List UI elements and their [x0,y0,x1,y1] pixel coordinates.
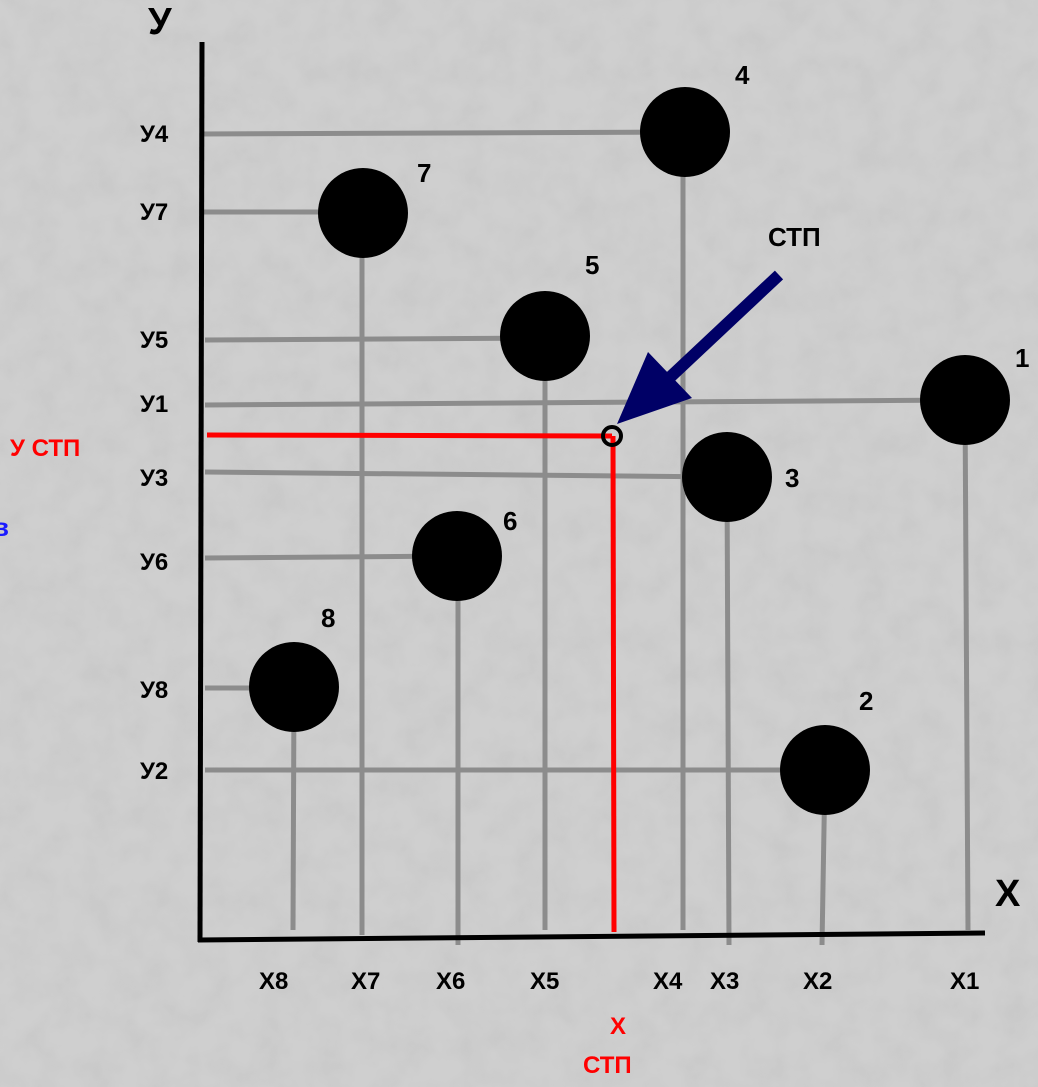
center-vertical-line [610,435,617,933]
projection-line-3-horizontal [204,469,728,480]
center-point [601,425,623,447]
point-number-8: 8 [321,603,335,633]
y-tick-2: У2 [140,758,168,785]
y-tick-5: У5 [140,327,168,354]
point-4 [640,87,730,177]
point-number-labels: 1 2 3 4 5 6 7 8 [321,60,1029,716]
y-tick-1: У1 [140,391,168,418]
point-number-6: 6 [503,506,517,536]
point-number-2: 2 [859,686,873,716]
center-arrow [617,270,784,424]
point-5 [500,291,590,381]
edge-text-fragment: в [0,512,9,542]
center-x-label-line2: СТП [583,1052,632,1079]
projection-line-5-horizontal [204,335,546,343]
point-number-1: 1 [1015,343,1029,373]
y-tick-6: У6 [140,549,168,576]
x-tick-5: X5 [530,968,559,995]
y-tick-4: У4 [140,121,169,148]
point-number-4: 4 [735,60,750,90]
x-tick-2: X2 [803,968,832,995]
x-tick-1: X1 [950,968,979,995]
y-axis-title: У [148,1,172,43]
x-tick-7: X7 [351,968,380,995]
point-number-3: 3 [785,463,799,493]
center-labels: СТП У СТП X СТП [10,222,821,1079]
point-6 [412,511,502,601]
point-number-5: 5 [585,250,599,280]
y-tick-8: У8 [140,677,168,704]
x-tick-8: X8 [259,968,288,995]
center-horizontal-line [206,432,613,439]
y-tick-labels: У1 У2 У3 У4 У5 У6 У7 У8 [140,121,169,785]
x-tick-3: X3 [710,968,739,995]
point-number-7: 7 [417,158,431,188]
axes [197,41,986,943]
projection-line-3-vertical [724,476,732,946]
center-x-label-line1: X [610,1013,626,1040]
x-axis-title: X [995,873,1021,915]
y-axis [197,41,205,943]
y-tick-3: У3 [140,465,168,492]
y-tick-7: У7 [140,199,168,226]
center-arrow-label: СТП [768,222,821,252]
center-arrow-head [617,352,692,424]
projection-line-4-horizontal [199,129,684,137]
point-1 [920,355,1010,445]
center-y-label: У СТП [10,435,80,462]
point-7 [318,168,408,258]
points [249,87,1010,815]
center-projection-lines [206,432,617,933]
x-tick-6: X6 [436,968,465,995]
point-3 [682,432,772,522]
projection-line-1-horizontal [204,397,966,408]
x-tick-labels: X1 X2 X3 X4 X5 X6 X7 X8 [259,968,979,995]
point-2 [780,725,870,815]
axis-titles: У X [148,1,1021,915]
x-axis [197,930,986,943]
projection-line-1-vertical [962,399,971,931]
x-tick-4: X4 [653,968,683,995]
point-8 [249,642,339,732]
